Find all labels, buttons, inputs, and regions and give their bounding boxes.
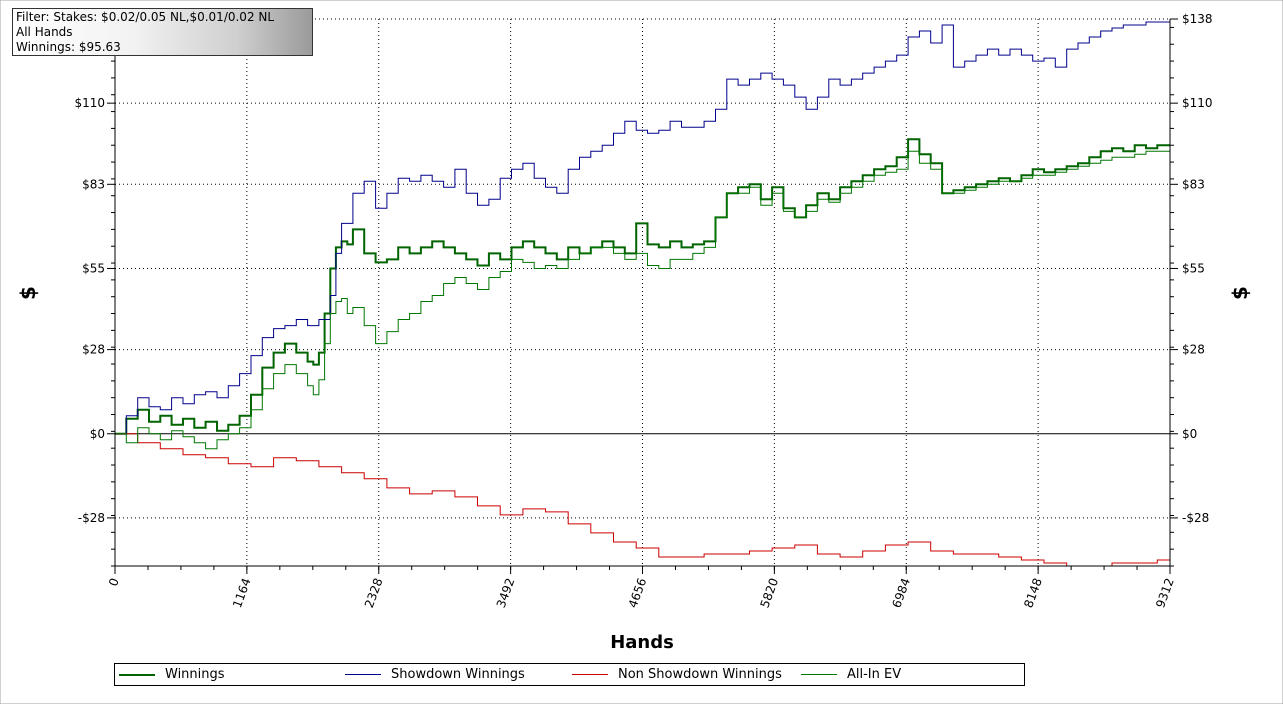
y-tick-label-left: $83 — [82, 177, 105, 191]
series-line-0 — [115, 138, 1170, 435]
legend-item-non-showdown[interactable]: Non Showdown Winnings — [572, 664, 782, 685]
y-axis-title-right: $ — [1228, 286, 1252, 300]
legend-swatch-non-showdown — [572, 674, 608, 675]
legend-item-showdown[interactable]: Showdown Winnings — [345, 664, 525, 685]
y-tick-label-left: $55 — [82, 261, 105, 275]
y-axis-title-left: $ — [16, 286, 40, 300]
legend-label-allin-ev: All-In EV — [847, 667, 902, 682]
y-tick-label-right: $83 — [1182, 177, 1205, 191]
filter-info-box: Filter: Stakes: $0.02/0.05 NL,$0.01/0.02… — [12, 8, 313, 56]
x-tick-label: 0 — [106, 576, 122, 588]
legend-item-winnings[interactable]: Winnings — [119, 664, 225, 685]
legend-label-winnings: Winnings — [165, 667, 225, 682]
plot-frame — [107, 18, 1178, 574]
legend-label-non-showdown: Non Showdown Winnings — [618, 667, 782, 682]
y-tick-label-right: $0 — [1182, 427, 1197, 441]
y-tick-label-left: $110 — [74, 96, 105, 110]
series-lines — [115, 19, 1171, 567]
y-tick-label-left: $0 — [90, 427, 105, 441]
x-axis-title: Hands — [610, 632, 674, 653]
y-tick-label-right: $28 — [1182, 343, 1205, 357]
legend-label-showdown: Showdown Winnings — [391, 667, 525, 682]
filter-stakes-text: Filter: Stakes: $0.02/0.05 NL,$0.01/0.02… — [16, 10, 275, 24]
y-tick-label-right: -$28 — [1182, 511, 1209, 525]
series-line-3 — [115, 150, 1170, 450]
filter-hands-text: All Hands — [16, 25, 73, 39]
legend-swatch-winnings — [119, 673, 155, 676]
series-line-2 — [115, 433, 1170, 567]
y-tick-label-right: $138 — [1182, 12, 1213, 26]
y-tick-label-right: $55 — [1182, 261, 1205, 275]
y-tick-label-left: $28 — [82, 343, 105, 357]
legend-swatch-showdown — [345, 674, 381, 675]
legend: Winnings Showdown Winnings Non Showdown … — [114, 663, 1025, 686]
series-line-1 — [115, 19, 1171, 435]
y-ticks: -$28 -$28 $0 $0 $28 $28 $55 $55 $83 $83 $110 $110 $1… — [74, 12, 1212, 525]
legend-swatch-allin-ev — [801, 674, 837, 675]
legend-item-allin-ev[interactable]: All-In EV — [801, 664, 901, 685]
filter-winnings-text: Winnings: $95.63 — [16, 40, 121, 54]
y-tick-label-left: -$28 — [78, 511, 105, 525]
grid-lines — [115, 18, 1170, 566]
y-tick-label-right: $110 — [1182, 96, 1213, 110]
